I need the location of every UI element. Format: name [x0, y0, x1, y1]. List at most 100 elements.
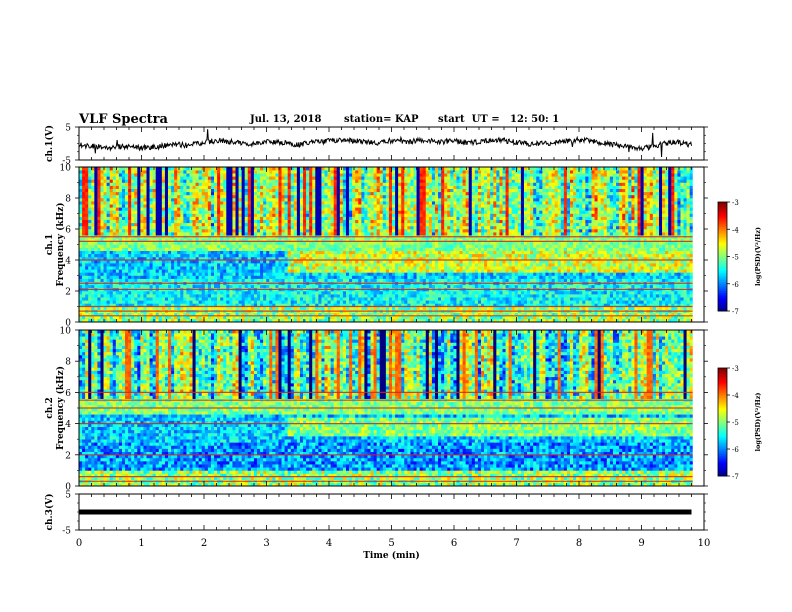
spectrogram-cell	[122, 186, 125, 189]
spectrogram-cell	[143, 251, 146, 254]
spectrogram-cell	[100, 192, 103, 195]
spectrogram-cell	[134, 192, 137, 195]
spectrogram-cell	[140, 176, 143, 179]
spectrogram-cell	[165, 226, 168, 229]
spectrogram-cell	[119, 279, 122, 282]
spectrogram-cell	[79, 248, 82, 251]
spectrogram-cell	[162, 170, 165, 173]
spectrogram-cell	[100, 294, 103, 297]
spectrogram-cell	[122, 195, 125, 198]
spectrogram-cell	[128, 173, 131, 176]
spectrogram-cell	[153, 217, 156, 220]
spectrogram-cell	[143, 201, 146, 204]
spectrogram-cell	[119, 297, 122, 300]
spectrogram-cell	[131, 179, 134, 182]
spectrogram-cell	[82, 210, 85, 213]
spectrogram-cell	[110, 210, 113, 213]
spectrogram-cell	[79, 179, 82, 182]
spectrogram-cell	[100, 176, 103, 179]
spectrogram-cell	[131, 173, 134, 176]
spectrogram-cell	[91, 251, 94, 254]
spectrogram-cell	[116, 189, 119, 192]
spectrogram-cell	[113, 276, 116, 279]
spectrogram-cell	[125, 251, 128, 254]
spectrogram-cell	[82, 195, 85, 198]
spectrogram-cell	[150, 226, 153, 229]
spectrogram-cell	[116, 297, 119, 300]
spectrogram-cell	[159, 217, 162, 220]
spectrogram-cell	[162, 167, 165, 170]
spectrogram-cell	[159, 251, 162, 254]
spectrogram-cell	[116, 251, 119, 254]
spectrogram-cell	[165, 248, 168, 251]
spectrogram-cell	[116, 201, 119, 204]
spectrogram-cell	[143, 210, 146, 213]
spectrogram-cell	[122, 201, 125, 204]
spectrogram-cell	[119, 183, 122, 186]
spectrogram-cell	[91, 272, 94, 275]
spectrogram-cell	[147, 183, 150, 186]
spectrogram-cell	[143, 269, 146, 272]
spectrogram-cell	[119, 214, 122, 217]
spectrogram-cell	[119, 170, 122, 173]
spectrogram-cell	[116, 294, 119, 297]
spectrogram-cell	[94, 217, 97, 220]
spectrogram-cell	[100, 232, 103, 235]
spectrogram-cell	[97, 176, 100, 179]
spectrogram-cell	[94, 251, 97, 254]
spectrogram-cell	[82, 232, 85, 235]
spectrogram-cell	[107, 198, 110, 201]
spectrogram-cell	[156, 195, 159, 198]
spectrogram-cell	[88, 195, 91, 198]
spectrogram-cell	[134, 170, 137, 173]
spectrogram-cell	[140, 266, 143, 269]
spectrogram-cell	[113, 300, 116, 303]
spectrogram-cell	[159, 183, 162, 186]
spectrogram-cell	[150, 179, 153, 182]
spectrogram-cell	[113, 198, 116, 201]
spectrogram-cell	[107, 207, 110, 210]
spectrogram-cell	[150, 204, 153, 207]
spectrogram-cell	[82, 300, 85, 303]
spectrogram-cell	[79, 300, 82, 303]
spectrogram-cell	[150, 195, 153, 198]
spectrogram-cell	[125, 186, 128, 189]
spectrogram-cell	[143, 279, 146, 282]
spectrogram-cell	[128, 223, 131, 226]
spectrogram-cell	[82, 248, 85, 251]
spectrogram-cell	[137, 254, 140, 257]
spectrogram-cell	[153, 214, 156, 217]
spectrogram-cell	[131, 226, 134, 229]
spectrogram-cell	[88, 217, 91, 220]
spectrogram-cell	[134, 195, 137, 198]
spectrogram-cell	[88, 263, 91, 266]
spectrogram-cell	[147, 198, 150, 201]
spectrogram-cell	[162, 204, 165, 207]
spectrogram-cell	[100, 204, 103, 207]
spectrogram-cell	[162, 220, 165, 223]
spectrogram-cell	[119, 229, 122, 232]
spectrogram-cell	[113, 179, 116, 182]
spectrogram-cell	[88, 173, 91, 176]
spectrogram-cell	[82, 167, 85, 170]
spectrogram-cell	[122, 266, 125, 269]
spectrogram-cell	[165, 276, 168, 279]
spectrogram-cell	[85, 279, 88, 282]
spectrogram-cell	[107, 269, 110, 272]
spectrogram-cell	[104, 291, 107, 294]
spectrogram-cell	[147, 192, 150, 195]
spectrogram-cell	[113, 251, 116, 254]
spectrogram-cell	[159, 195, 162, 198]
spectrogram-cell	[91, 179, 94, 182]
spectrogram-cell	[134, 294, 137, 297]
spectrogram-cell	[82, 198, 85, 201]
spectrogram-cell	[119, 195, 122, 198]
spectrogram-cell	[79, 279, 82, 282]
spectrogram-cell	[82, 263, 85, 266]
spectrogram-cell	[125, 192, 128, 195]
spectrogram-cell	[119, 217, 122, 220]
spectrogram-cell	[131, 297, 134, 300]
spectrogram-cell	[97, 297, 100, 300]
spectrogram-cell	[147, 272, 150, 275]
spectrogram-cell	[107, 170, 110, 173]
